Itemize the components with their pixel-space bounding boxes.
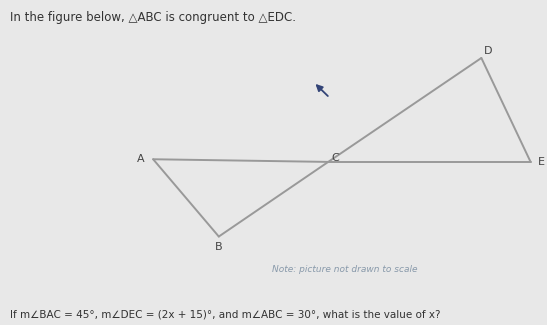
Text: A: A [137,154,145,164]
Text: D: D [484,46,492,56]
Text: Note: picture not drawn to scale: Note: picture not drawn to scale [272,265,417,274]
Text: E: E [538,157,545,167]
Text: In the figure below, △ABC is congruent to △EDC.: In the figure below, △ABC is congruent t… [10,11,296,24]
Text: If m∠BAC = 45°, m∠DEC = (2x + 15)°, and m∠ABC = 30°, what is the value of x?: If m∠BAC = 45°, m∠DEC = (2x + 15)°, and … [10,309,440,319]
Text: B: B [215,242,223,252]
Text: C: C [331,153,339,163]
